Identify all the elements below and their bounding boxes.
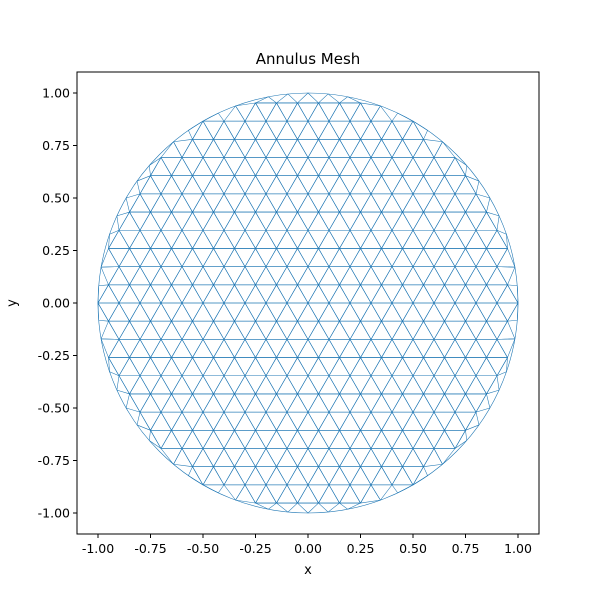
- y-tick-label: 0.00: [42, 296, 70, 311]
- x-tick-label: -0.50: [187, 541, 219, 556]
- mesh-triangle: [370, 105, 393, 122]
- mesh-triangle: [276, 93, 298, 104]
- mesh-triangle: [496, 320, 516, 340]
- x-tick-label: -0.75: [134, 541, 166, 556]
- mesh-triangle: [496, 357, 508, 377]
- y-tick-label: 1.00: [42, 86, 70, 101]
- mesh-triangle: [454, 430, 468, 449]
- y-tick-label: -0.50: [38, 401, 70, 416]
- mesh-triangle: [297, 92, 319, 104]
- x-axis-label: x: [304, 563, 312, 578]
- mesh-triangle: [125, 193, 141, 213]
- mesh-triangle: [255, 96, 277, 104]
- x-tick-label: 0.75: [452, 541, 480, 556]
- mesh-triangle: [148, 157, 162, 176]
- mesh-boundary: [97, 92, 519, 514]
- x-tick-label: -0.25: [239, 541, 271, 556]
- mesh-layer: [97, 92, 519, 514]
- y-axis: -1.00 -0.75 -0.50 -0.25 0.00 0.25 0.50 0.75 1.00: [38, 86, 77, 521]
- y-tick-label: -0.75: [38, 453, 70, 468]
- mesh-triangle: [465, 175, 480, 195]
- mesh-triangle: [496, 248, 516, 268]
- mesh-triangle: [318, 93, 340, 104]
- mesh-triangle: [496, 229, 508, 249]
- x-tick-label: 0.25: [347, 541, 375, 556]
- mesh-triangle: [475, 193, 491, 213]
- mesh-triangle: [454, 157, 468, 176]
- chart-title: Annulus Mesh: [256, 50, 361, 68]
- y-axis-label: y: [5, 299, 20, 307]
- y-tick-label: 0.25: [42, 243, 70, 258]
- x-tick-label: 1.00: [504, 541, 532, 556]
- x-tick-label: 0.00: [294, 541, 322, 556]
- mesh-triangle: [339, 96, 361, 104]
- x-tick-label: 0.50: [399, 541, 427, 556]
- x-axis: -1.00 -0.75 -0.50 -0.25 0.00 0.25 0.50 0.75 1.00: [82, 534, 532, 556]
- mesh-triangle: [433, 141, 456, 158]
- y-tick-label: 0.75: [42, 138, 70, 153]
- y-tick-label: -1.00: [38, 506, 70, 521]
- x-tick-label: -1.00: [82, 541, 114, 556]
- mesh-triangle: [108, 229, 120, 249]
- y-tick-label: -0.25: [38, 348, 70, 363]
- mesh-triangle: [486, 211, 500, 231]
- y-tick-label: 0.50: [42, 191, 70, 206]
- mesh-triangle: [475, 393, 491, 413]
